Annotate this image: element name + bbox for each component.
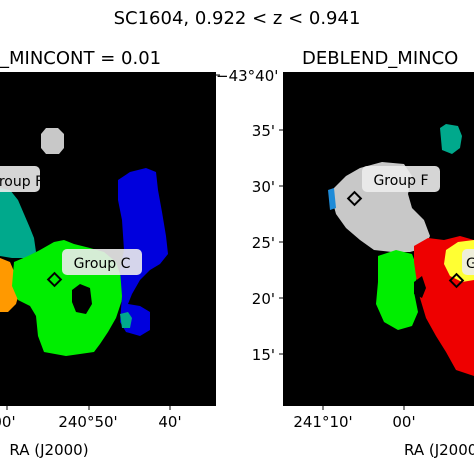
right-group-c-label-box xyxy=(462,249,474,275)
left-group-c-label-box xyxy=(62,249,142,275)
right-green-hole xyxy=(414,276,426,298)
left-green-hole xyxy=(72,284,92,314)
figure-suptitle: SC1604, 0.922 < z < 0.941 xyxy=(114,8,361,29)
right-dec-ticks xyxy=(279,129,283,355)
right-group-c-label: G xyxy=(466,256,474,272)
left-map-background xyxy=(0,72,216,406)
left-orange-region xyxy=(0,258,20,312)
right-dec-tick-label: 20' xyxy=(252,290,275,308)
left-blue-teal-edge xyxy=(120,312,132,328)
right-xlabel: RA (J2000 xyxy=(404,441,474,459)
right-group-f-label-box xyxy=(362,166,440,192)
right-light-blue-strip xyxy=(328,188,336,210)
left-panel: _MINCONT = 0.01 Group F Group C −43°40' … xyxy=(0,48,278,459)
right-dec-tick-label: 35' xyxy=(252,122,275,140)
left-dec-tick-label: −43°40' xyxy=(216,67,278,85)
left-blue-region xyxy=(118,168,168,336)
left-small-gray-blob xyxy=(41,128,64,154)
right-group-f-label: Group F xyxy=(373,173,428,189)
right-ra-tick-label: 241°10' xyxy=(293,413,352,431)
left-group-f-label-box xyxy=(0,166,40,192)
left-xlabel: RA (J2000) xyxy=(9,441,88,459)
left-group-c-label: Group C xyxy=(74,256,131,272)
left-group-f-label: Group F xyxy=(0,174,43,190)
right-group-c-marker xyxy=(448,272,465,289)
right-small-green-blob xyxy=(440,124,462,154)
left-ra-tick-label: 40' xyxy=(158,413,181,431)
left-panel-title: _MINCONT = 0.01 xyxy=(0,48,161,69)
right-dec-tick-label: 25' xyxy=(252,234,275,252)
right-group-f-marker xyxy=(346,190,363,207)
left-ra-tick-label: 240°50' xyxy=(58,413,117,431)
right-ra-tick-label: 00' xyxy=(392,413,415,431)
left-teal-region xyxy=(0,188,36,258)
right-panel: DEBLEND_MINCO Group F G 35' 30' 25' 20' … xyxy=(252,48,474,459)
right-panel-title: DEBLEND_MINCO xyxy=(302,48,458,69)
left-ra-tick-label: 00' xyxy=(0,413,16,431)
right-dec-tick-label: 15' xyxy=(252,346,275,364)
right-green-region xyxy=(376,250,418,330)
right-dec-tick-label: 30' xyxy=(252,178,275,196)
left-group-c-marker xyxy=(46,271,63,288)
